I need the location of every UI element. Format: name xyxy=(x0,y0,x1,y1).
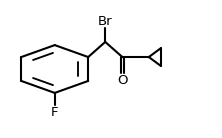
Text: Br: Br xyxy=(98,15,113,28)
Text: O: O xyxy=(117,74,128,87)
Text: F: F xyxy=(51,106,58,119)
